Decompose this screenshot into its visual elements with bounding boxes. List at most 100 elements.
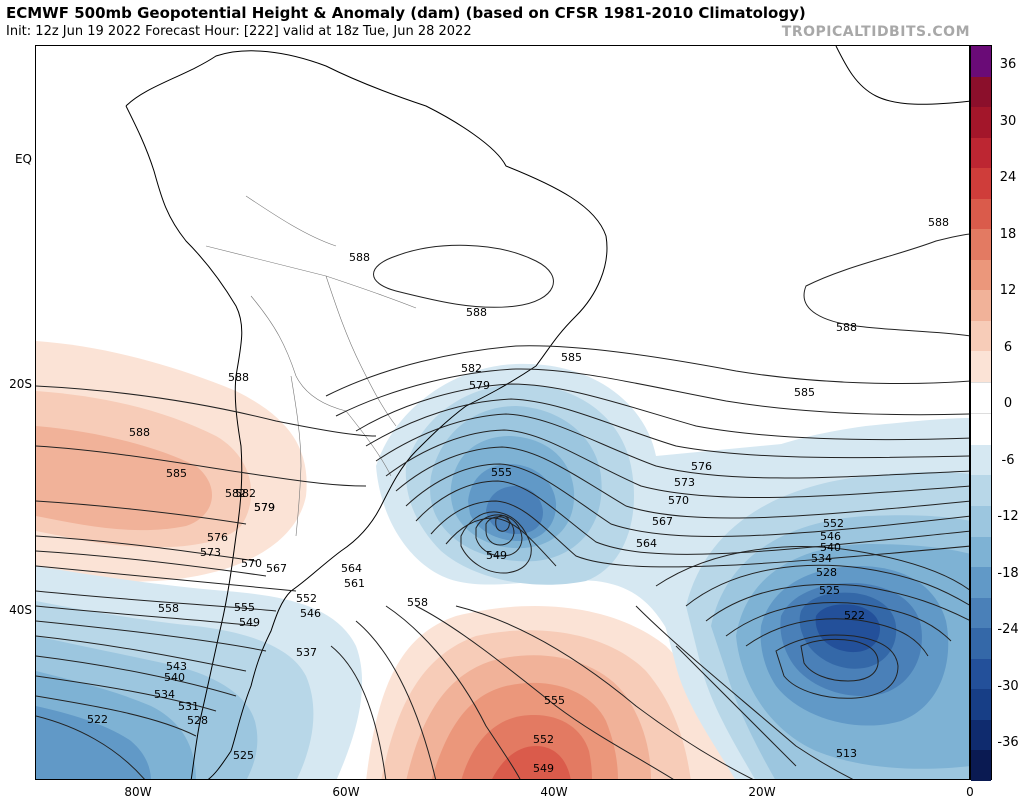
contour-label: 555	[234, 601, 255, 614]
weather-map: 588 588 588 588 588 585 585 582 579 576 …	[35, 45, 970, 780]
lon-label-60w: 60W	[332, 785, 360, 799]
colorbar-swatch	[971, 475, 991, 506]
contour-label: 552	[296, 592, 317, 605]
contour-label: 522	[844, 609, 865, 622]
contour-label: 582	[461, 362, 482, 375]
country-borders	[205, 195, 417, 537]
contour-label: 570	[668, 494, 689, 507]
colorbar-swatch	[971, 229, 991, 260]
colorbar-swatch	[971, 689, 991, 720]
colorbar-swatch	[971, 198, 991, 230]
colorbar-swatch	[971, 137, 991, 169]
colorbar-label: -18	[997, 565, 1019, 581]
contour-label: 588	[836, 321, 857, 334]
contour-label: 588	[349, 251, 370, 264]
contour-label: 570	[241, 557, 262, 570]
colorbar-swatch	[971, 719, 991, 751]
colorbar-label: -12	[997, 509, 1019, 524]
contour-label: 531	[178, 700, 199, 713]
contour-label: 534	[154, 688, 175, 701]
contour-label: 555	[544, 694, 565, 707]
colorbar-swatch	[971, 536, 991, 568]
colorbar-label: 36	[999, 57, 1017, 72]
colorbar-label: 6	[1003, 339, 1013, 355]
colorbar-label: -6	[1001, 452, 1015, 468]
contour-label: 567	[652, 515, 673, 528]
contour-label: 558	[407, 596, 428, 609]
contour-label: 555	[491, 466, 512, 479]
colorbar-swatch	[971, 597, 991, 629]
contour-label: 528	[187, 714, 208, 727]
colorbar-label: -30	[997, 678, 1019, 694]
contour-label: 558	[158, 602, 179, 615]
height-contours	[36, 233, 969, 779]
contour-label: 549	[239, 616, 260, 629]
colorbar-label: -24	[997, 622, 1019, 637]
lat-label-40s: 40S	[9, 603, 32, 617]
contour-label: 567	[266, 562, 287, 575]
contour-label: 576	[207, 531, 228, 544]
contour-label: 564	[341, 562, 362, 575]
contour-label: 537	[296, 646, 317, 659]
contour-label: 585	[166, 467, 187, 480]
lon-label-40w: 40W	[540, 785, 568, 799]
contour-label: 546	[300, 607, 321, 620]
lon-label-80w: 80W	[124, 785, 152, 799]
contour-label: 579	[254, 501, 275, 514]
colorbar-label: -36	[997, 735, 1019, 750]
contour-label: 540	[164, 671, 185, 684]
positive-anomaly-south	[366, 606, 736, 779]
colorbar-swatch	[971, 628, 991, 659]
contour-label: 549	[486, 549, 507, 562]
contour-label: 534	[811, 552, 832, 565]
map-canvas: 588 588 588 588 588 585 585 582 579 576 …	[36, 46, 969, 779]
colorbar-label: 24	[999, 170, 1017, 185]
contour-label: 561	[344, 577, 365, 590]
map-subtitle: Init: 12z Jun 19 2022 Forecast Hour: [22…	[6, 24, 472, 39]
contour-label: 585	[794, 386, 815, 399]
colorbar-swatch	[971, 76, 991, 108]
lon-label-20w: 20W	[748, 785, 776, 799]
contour-label: 579	[254, 501, 275, 514]
colorbar-swatch	[971, 658, 991, 690]
colorbar-swatch	[971, 168, 991, 199]
land-outlines	[125, 46, 969, 779]
colorbar-swatch	[971, 381, 991, 414]
contour-label: 588	[928, 216, 949, 229]
contour-label: 552	[533, 733, 554, 746]
contour-label: 564	[636, 537, 657, 550]
contour-label: 528	[816, 566, 837, 579]
anomaly-colorbar	[970, 45, 992, 781]
site-brand[interactable]: TROPICALTIDBITS.COM	[781, 24, 970, 40]
contour-label: 543	[166, 660, 187, 673]
colorbar-swatch	[971, 413, 991, 445]
colorbar-swatch	[971, 505, 991, 537]
contour-label: 552	[823, 517, 844, 530]
colorbar-label: 12	[999, 283, 1017, 298]
contour-label: 579	[469, 379, 490, 392]
colorbar-swatch	[971, 567, 991, 598]
colorbar-swatch	[971, 444, 991, 476]
lat-label-20s: 20S	[9, 377, 32, 391]
contour-label: 522	[87, 713, 108, 726]
contour-label: 525	[233, 749, 254, 762]
colorbar-label: 18	[999, 226, 1017, 242]
colorbar-swatch	[971, 320, 991, 352]
lat-label-eq: EQ	[14, 152, 32, 166]
colorbar-label: 0	[1003, 396, 1013, 411]
contour-label: 513	[836, 747, 857, 760]
contour-label: 582	[235, 487, 256, 500]
colorbar-swatch	[971, 46, 991, 77]
contour-label: 576	[691, 460, 712, 473]
colorbar-swatch	[971, 750, 991, 781]
contour-label: 588	[129, 426, 150, 439]
lon-label-0: 0	[966, 785, 974, 799]
contour-label: 549	[533, 762, 554, 775]
contour-label: 525	[819, 584, 840, 597]
contour-label: 588	[466, 306, 487, 319]
colorbar-label: 30	[999, 113, 1017, 129]
contour-label: 573	[674, 476, 695, 489]
contour-label: 573	[200, 546, 221, 559]
contour-label: 540	[820, 541, 841, 554]
contour-label: 588	[228, 371, 249, 384]
